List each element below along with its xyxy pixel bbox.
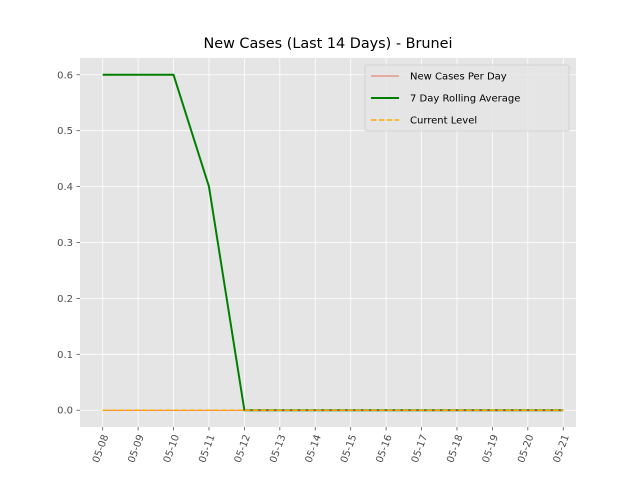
x-tick-label: 05-16 [374, 433, 394, 464]
x-tick-label: 05-18 [445, 433, 465, 464]
x-tick-label: 05-15 [339, 433, 359, 464]
y-tick-label: 0.3 [57, 238, 73, 249]
x-tick-label: 05-11 [197, 433, 217, 464]
y-tick-label: 0.1 [57, 350, 73, 361]
y-tick-label: 0.4 [57, 182, 73, 193]
x-tick-label: 05-19 [481, 433, 501, 464]
y-tick-label: 0.5 [57, 126, 73, 137]
x-tick-label: 05-17 [410, 433, 430, 464]
x-tick-label: 05-09 [126, 433, 146, 464]
x-tick-label: 05-13 [268, 433, 288, 464]
x-tick-label: 05-20 [516, 433, 536, 464]
x-tick-label: 05-21 [552, 433, 572, 464]
x-tick-label: 05-08 [91, 433, 111, 464]
legend-label: New Cases Per Day [410, 72, 507, 83]
series-layer [102, 73, 564, 412]
legend-label: Current Level [410, 116, 477, 127]
legend: New Cases Per Day 7 Day Rolling Average Cu… [364, 64, 570, 132]
chart-title: New Cases (Last 14 Days) - Brunei [203, 36, 452, 52]
x-tick-label: 05-10 [162, 433, 182, 464]
x-tick-label: 05-14 [304, 433, 324, 464]
y-tick-label: 0.6 [57, 70, 73, 81]
y-tick-label: 0.2 [57, 294, 73, 305]
legend-label: 7 Day Rolling Average [410, 94, 520, 105]
legend-box [364, 64, 570, 132]
y-tick-label: 0.0 [57, 406, 73, 417]
x-tick-label: 05-12 [233, 433, 253, 464]
